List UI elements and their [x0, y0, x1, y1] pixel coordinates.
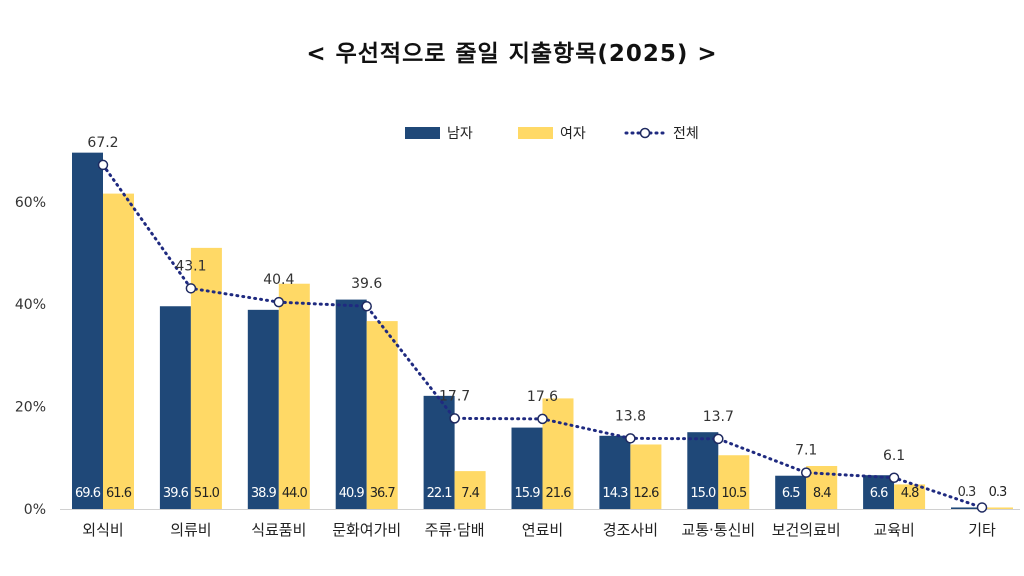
data-label-male: 40.9 [339, 486, 365, 501]
y-tick-label: 20% [15, 400, 46, 416]
data-label-total: 39.6 [351, 276, 382, 292]
total-point [449, 413, 460, 424]
bar-male [687, 432, 719, 509]
x-tick-label: 연료비 [522, 521, 563, 539]
x-tick-label: 보건의료비 [772, 521, 841, 539]
bar-female [366, 321, 398, 509]
data-label-female: 12.6 [633, 486, 659, 501]
total-point [713, 433, 724, 445]
data-label-total: 17.7 [439, 388, 470, 404]
bar-male [247, 309, 279, 509]
bar-male [423, 395, 455, 509]
data-label-total: 13.7 [703, 409, 734, 425]
bar-male [863, 475, 895, 509]
data-label-male: 0.3 [958, 485, 976, 500]
data-label-female: 36.7 [370, 486, 396, 501]
data-label-male: 6.6 [870, 486, 888, 501]
bar-female [630, 444, 662, 509]
total-point [888, 472, 900, 484]
bar-female [103, 193, 134, 509]
total-point [361, 300, 372, 312]
data-label-female: 8.4 [813, 486, 831, 501]
bar-male [511, 427, 543, 509]
bar-male [951, 507, 982, 509]
legend-label-female: 여자 [560, 126, 586, 142]
total-point [185, 283, 197, 294]
bar-female [894, 484, 926, 509]
bar-female [278, 283, 310, 509]
x-tick-label: 의류비 [170, 521, 211, 539]
data-label-total: 6.1 [883, 448, 905, 464]
data-label-female: 61.6 [106, 486, 132, 501]
total-point [976, 502, 988, 513]
x-tick-label: 식료품비 [251, 521, 306, 539]
y-tick-label: 0% [24, 502, 46, 518]
bar-female [454, 471, 486, 509]
data-label-male: 15.0 [690, 486, 716, 501]
x-tick-label: 교육비 [873, 521, 914, 539]
x-tick-label: 기타 [968, 521, 996, 539]
data-label-female: 4.8 [901, 486, 919, 501]
data-label-female: 10.5 [721, 486, 747, 501]
legend-label-male: 남자 [447, 126, 473, 142]
data-label-male: 22.1 [427, 486, 453, 501]
total-point [625, 433, 636, 444]
x-tick-label: 주류·담배 [425, 521, 485, 539]
legend-swatch-male [405, 127, 440, 139]
x-tick-label: 경조사비 [603, 521, 658, 539]
x-tick-label: 교통·통신비 [681, 521, 755, 539]
data-label-female: 0.3 [989, 485, 1007, 500]
bar-female [982, 507, 1013, 509]
legend-swatch-female [518, 127, 553, 139]
data-label-female: 51.0 [194, 486, 220, 501]
chart-title: < 우선적으로 줄일 지출항목(2025) > [306, 41, 718, 67]
data-label-female: 44.0 [282, 486, 308, 501]
total-point [97, 159, 109, 171]
bar-female [718, 455, 750, 509]
total-point [273, 296, 285, 308]
y-tick-label: 60% [15, 195, 46, 211]
bar-male [159, 306, 191, 509]
bar-male [775, 475, 807, 509]
legend-label-total: 전체 [673, 126, 699, 142]
data-label-male: 38.9 [251, 486, 277, 501]
data-label-total: 17.6 [527, 389, 558, 405]
data-label-female: 7.4 [461, 486, 479, 501]
data-label-male: 14.3 [602, 486, 628, 501]
y-tick-label: 40% [15, 297, 46, 313]
data-label-male: 69.6 [75, 486, 101, 501]
legend-marker-total [639, 127, 651, 139]
data-label-total: 67.2 [87, 135, 118, 151]
data-label-total: 7.1 [795, 443, 817, 459]
data-label-female: 21.6 [546, 486, 572, 501]
data-label-male: 15.9 [515, 486, 541, 501]
total-point [800, 467, 812, 478]
bar-male [599, 435, 631, 509]
data-label-total: 40.4 [263, 272, 294, 288]
x-tick-label: 외식비 [82, 521, 123, 539]
data-label-total: 43.1 [175, 258, 206, 274]
total-point [537, 413, 548, 425]
bar-female [542, 398, 574, 509]
bar-male [335, 299, 367, 509]
bar-male [72, 152, 103, 509]
data-label-total: 13.8 [615, 408, 646, 424]
data-label-male: 6.5 [782, 486, 800, 501]
x-tick-label: 문화여가비 [332, 521, 401, 539]
data-label-male: 39.6 [163, 486, 189, 501]
